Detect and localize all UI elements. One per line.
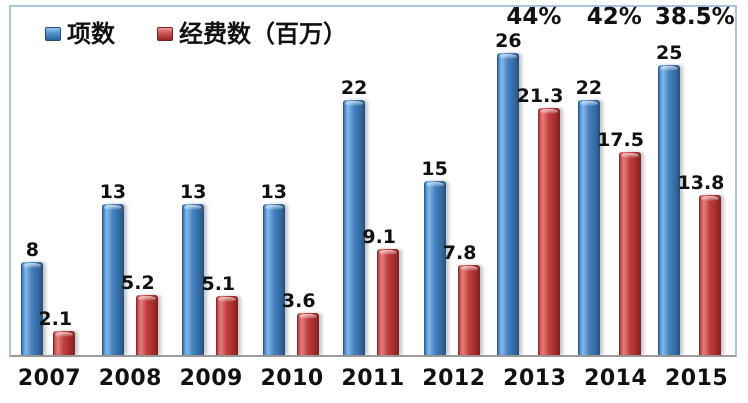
x-axis-label-2010: 2010 — [260, 366, 324, 391]
value-label: 22 — [575, 77, 603, 99]
bar-group-2012: 15 7.8 — [413, 7, 493, 355]
bar-with-label: 8 — [21, 239, 44, 355]
legend-marker-icon — [45, 27, 61, 41]
x-axis-label-2009: 2009 — [179, 366, 243, 391]
bar-funds-2012 — [457, 265, 480, 355]
bar-projects-2013 — [497, 53, 520, 355]
growth-annotation-2014: 42% — [586, 4, 642, 30]
bar-funds-2008 — [135, 295, 158, 355]
bar-funds-2009 — [216, 296, 239, 355]
bar-group-2007: 8 2.1 — [11, 7, 91, 355]
bar-projects-2008 — [101, 204, 124, 355]
plot-area: 项数 经费数（百万） 8 2.1 13 5.2 13 5.1 13 3.6 22 9.1 15 7.8 4… — [9, 5, 737, 357]
bar-group-2011: 22 9.1 — [333, 7, 413, 355]
legend-label: 项数 — [67, 20, 115, 48]
bar-with-label: 21.3 — [517, 87, 573, 355]
bar-with-label: 5.1 — [201, 275, 244, 355]
bar-funds-2010 — [296, 313, 319, 355]
bar-projects-2010 — [262, 204, 285, 355]
bar-group-2010: 13 3.6 — [252, 7, 332, 355]
bar-group-2008: 13 5.2 — [91, 7, 171, 355]
bar-with-label: 5.2 — [121, 274, 164, 355]
bar-group-2009: 13 5.1 — [172, 7, 252, 355]
bar-group-2015: 38.5% 25 13.8 — [654, 4, 735, 355]
value-label: 7.8 — [442, 242, 477, 264]
value-label: 15 — [421, 158, 448, 180]
bar-projects-2011 — [343, 100, 366, 355]
value-label: 22 — [340, 77, 368, 99]
value-label: 9.1 — [362, 226, 397, 248]
bar-funds-2014 — [618, 152, 641, 355]
bar-with-label: 9.1 — [362, 228, 405, 355]
legend-label: 经费数（百万） — [179, 20, 347, 48]
value-label: 26 — [495, 30, 522, 52]
value-label: 8 — [25, 239, 39, 261]
bar-group-2013: 44% 26 21.3 — [494, 4, 574, 355]
bar-with-label: 25 — [656, 42, 683, 355]
growth-annotation-2015: 38.5% — [654, 4, 735, 30]
value-label: 13 — [99, 181, 127, 203]
bar-projects-2012 — [423, 181, 446, 355]
value-label: 5.2 — [121, 272, 155, 294]
value-label: 25 — [656, 42, 683, 64]
bar-with-label: 2.1 — [38, 310, 81, 355]
legend-marker-icon — [157, 27, 173, 41]
bar-funds-2013 — [538, 108, 561, 355]
bar-with-label: 15 — [421, 158, 448, 355]
bar-funds-2007 — [53, 331, 76, 355]
x-axis-label-2014: 2014 — [584, 366, 648, 391]
bar-with-label: 13 — [180, 183, 206, 355]
bar-with-label: 7.8 — [443, 244, 486, 355]
bar-projects-2015 — [658, 65, 681, 355]
bar-with-label: 13 — [100, 183, 126, 355]
bar-projects-2014 — [577, 100, 600, 355]
bar-projects-2007 — [21, 262, 44, 355]
value-label: 13 — [260, 181, 287, 203]
x-axis-label-2007: 2007 — [17, 366, 82, 391]
bar-funds-2015 — [698, 195, 721, 355]
bar-with-label: 22 — [576, 79, 602, 355]
x-axis-labels: 2007 2008 2009 2010 2011 2012 2013 2014 2015 — [9, 366, 737, 392]
bar-with-label: 26 — [495, 30, 522, 355]
bar-groups: 8 2.1 13 5.2 13 5.1 13 3.6 22 9.1 15 7.8 44% 26 21.3 42… — [11, 4, 735, 355]
value-label: 13 — [180, 181, 207, 203]
value-label: 2.1 — [38, 308, 73, 330]
bar-with-label: 22 — [341, 79, 367, 355]
bar-with-label: 17.5 — [597, 131, 653, 355]
value-label: 5.1 — [201, 273, 236, 295]
growth-annotation-2013: 44% — [506, 4, 562, 30]
legend: 项数 经费数（百万） — [45, 22, 347, 46]
bar-with-label: 13 — [260, 181, 287, 355]
bar-funds-2011 — [377, 249, 400, 355]
legend-item-funds: 经费数（百万） — [157, 22, 347, 46]
value-label: 21.3 — [516, 85, 564, 107]
bar-with-label: 13.8 — [678, 174, 734, 355]
x-axis-label-2011: 2011 — [341, 366, 405, 391]
x-axis-label-2008: 2008 — [98, 366, 162, 391]
bar-projects-2009 — [182, 204, 205, 355]
bar-group-2014: 42% 22 17.5 — [574, 4, 654, 355]
x-axis-label-2013: 2013 — [503, 366, 567, 391]
value-label: 17.5 — [597, 129, 644, 151]
x-axis-label-2015: 2015 — [664, 366, 729, 391]
value-label: 13.8 — [677, 172, 725, 194]
x-axis-label-2012: 2012 — [422, 366, 486, 391]
bar-with-label: 3.6 — [282, 292, 325, 355]
legend-item-projects: 项数 — [45, 22, 115, 46]
value-label: 3.6 — [281, 290, 316, 312]
